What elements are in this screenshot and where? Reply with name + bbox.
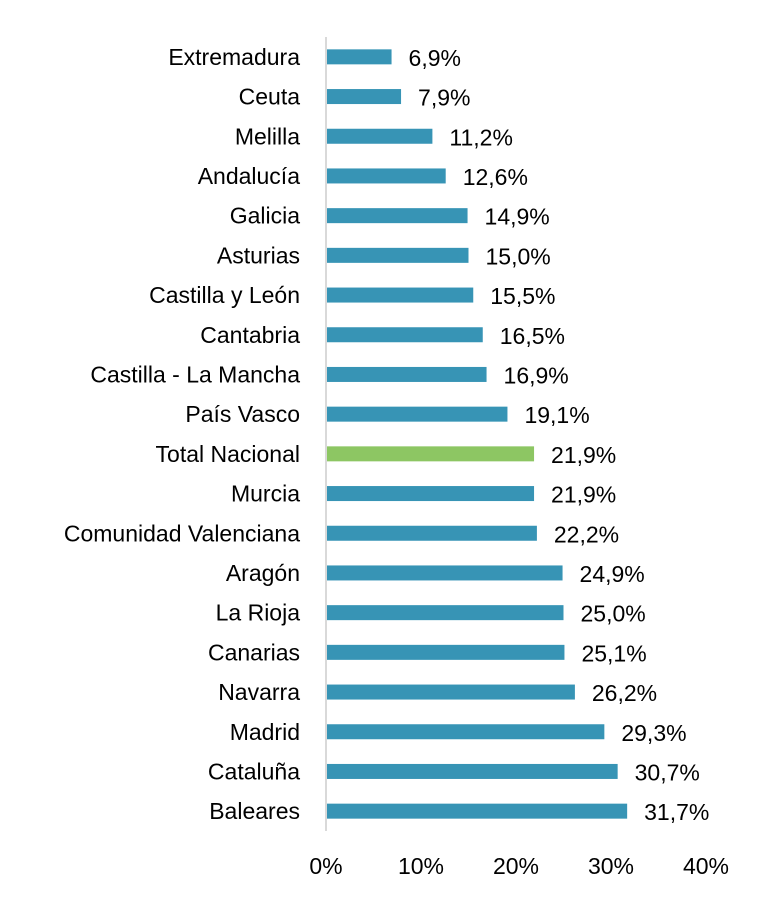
category-label: Extremadura (168, 44, 300, 70)
bar (327, 287, 474, 303)
bar (327, 446, 535, 462)
category-label: País Vasco (185, 401, 300, 427)
category-label: Cataluña (208, 758, 300, 784)
value-label: 25,1% (581, 640, 646, 666)
category-label: Total Nacional (156, 441, 300, 467)
bars-group (327, 49, 628, 819)
value-label: 15,0% (486, 243, 551, 269)
category-label: Navarra (218, 679, 300, 705)
bar (327, 605, 564, 621)
category-label: Canarias (208, 639, 300, 665)
value-label: 7,9% (418, 85, 470, 111)
x-tick-label: 10% (398, 853, 444, 879)
value-label: 25,0% (581, 601, 646, 627)
value-label: 31,7% (644, 799, 709, 825)
value-labels: 6,9% 7,9% 11,2% 12,6% 14,9% 15,0% 15,5% 16,5% 16… (409, 45, 710, 825)
category-label: Asturias (217, 242, 300, 268)
value-label: 16,9% (504, 362, 569, 388)
value-label: 19,1% (524, 402, 589, 428)
x-tick-label: 40% (683, 853, 729, 879)
category-label: Cantabria (200, 322, 300, 348)
category-label: Melilla (235, 123, 300, 149)
value-label: 12,6% (463, 164, 528, 190)
category-labels: Extremadura Ceuta Melilla Andalucía Galicia A… (64, 44, 300, 824)
value-label: 11,2% (449, 124, 513, 150)
x-tick-label: 0% (309, 853, 342, 879)
bar (327, 644, 565, 660)
value-label: 26,2% (592, 680, 657, 706)
category-label: Baleares (209, 798, 300, 824)
bar (327, 763, 618, 779)
category-label: Galicia (230, 203, 301, 229)
bar (327, 724, 605, 740)
bar (327, 406, 508, 422)
value-label: 30,7% (635, 759, 700, 785)
bar (327, 128, 433, 144)
bar (327, 525, 537, 541)
x-axis-ticks: 0% 10% 20% 30% 40% (309, 853, 729, 879)
category-label: Murcia (231, 481, 300, 507)
category-label: Aragón (226, 560, 300, 586)
value-label: 21,9% (551, 442, 616, 468)
value-label: 24,9% (580, 561, 645, 587)
bar (327, 327, 483, 343)
bar (327, 803, 628, 819)
bar (327, 486, 535, 502)
category-label: Madrid (230, 719, 300, 745)
category-label: Andalucía (198, 163, 301, 189)
bar (327, 168, 446, 184)
bar (327, 208, 468, 224)
category-label: La Rioja (216, 600, 301, 626)
bar (327, 684, 575, 700)
value-label: 14,9% (485, 204, 550, 230)
category-label: Comunidad Valenciana (64, 520, 300, 546)
bar (327, 565, 563, 581)
bar (327, 89, 402, 105)
value-label: 21,9% (551, 482, 616, 508)
x-tick-label: 30% (588, 853, 634, 879)
x-tick-label: 20% (493, 853, 539, 879)
bar (327, 49, 392, 65)
value-label: 22,2% (554, 521, 619, 547)
value-label: 6,9% (409, 45, 461, 71)
bar (327, 366, 487, 382)
value-label: 29,3% (621, 720, 686, 746)
bar (327, 247, 469, 263)
category-label: Castilla y León (149, 282, 300, 308)
category-label: Castilla - La Mancha (90, 361, 300, 387)
value-label: 15,5% (490, 283, 555, 309)
value-label: 16,5% (500, 323, 565, 349)
category-label: Ceuta (239, 84, 301, 110)
